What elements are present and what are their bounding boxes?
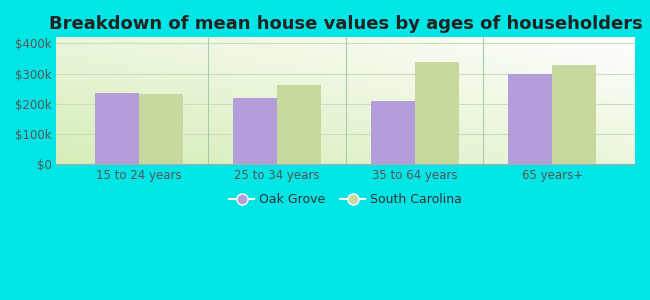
Bar: [233, 98, 277, 164]
Bar: [370, 101, 415, 164]
Bar: [552, 65, 597, 164]
Title: Breakdown of mean house values by ages of householders: Breakdown of mean house values by ages o…: [49, 15, 643, 33]
Bar: [415, 61, 459, 164]
Bar: [508, 74, 552, 164]
Bar: [95, 93, 139, 164]
Legend: Oak Grove, South Carolina: Oak Grove, South Carolina: [224, 188, 467, 211]
Bar: [277, 85, 321, 164]
Bar: [139, 94, 183, 164]
